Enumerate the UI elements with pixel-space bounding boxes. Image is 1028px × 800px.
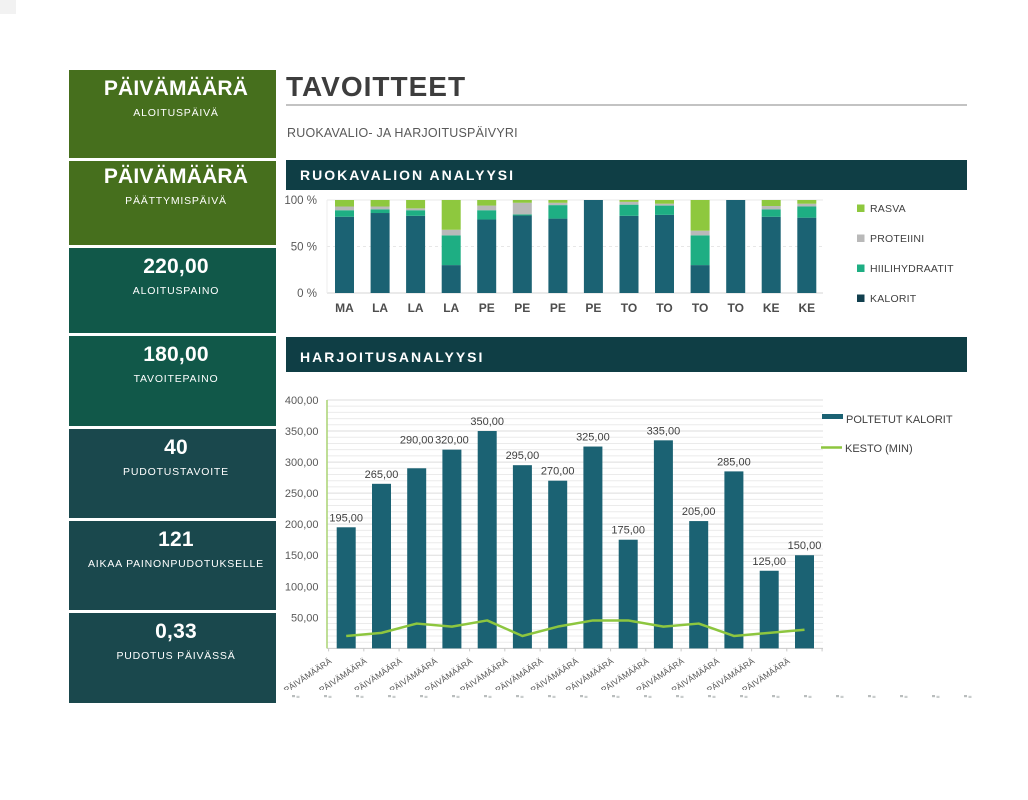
svg-text:0 %: 0 % (297, 288, 317, 300)
svg-text:350,00: 350,00 (285, 426, 319, 438)
svg-text:150,00: 150,00 (788, 540, 822, 552)
svg-text:200,00: 200,00 (285, 519, 319, 531)
svg-text:350,00: 350,00 (470, 416, 504, 428)
svg-text:KE: KE (798, 301, 815, 315)
svg-text:LA: LA (372, 301, 388, 315)
svg-text:265,00: 265,00 (365, 469, 399, 481)
svg-text:150,00: 150,00 (285, 550, 319, 562)
svg-text:295,00: 295,00 (506, 450, 540, 462)
svg-text:TO: TO (727, 301, 743, 315)
svg-text:50 %: 50 % (291, 242, 317, 254)
svg-text:300,00: 300,00 (285, 457, 319, 469)
svg-text:PE: PE (585, 301, 601, 315)
svg-text:100 %: 100 % (284, 195, 317, 207)
svg-text:KALORIT: KALORIT (870, 293, 917, 305)
svg-text:100,00: 100,00 (285, 581, 319, 593)
svg-text:PE: PE (550, 301, 566, 315)
svg-text:TO: TO (656, 301, 672, 315)
svg-text:125,00: 125,00 (752, 556, 786, 568)
svg-text:POLTETUT KALORIT: POLTETUT KALORIT (846, 414, 953, 426)
svg-text:PE: PE (514, 301, 530, 315)
svg-text:TO: TO (692, 301, 708, 315)
svg-text:PE: PE (479, 301, 495, 315)
svg-text:400,00: 400,00 (285, 395, 319, 407)
svg-text:175,00: 175,00 (611, 525, 645, 537)
svg-text:HIILIHYDRAATIT: HIILIHYDRAATIT (870, 263, 954, 275)
svg-text:PROTEIINI: PROTEIINI (870, 233, 924, 245)
svg-text:285,00: 285,00 (717, 456, 751, 468)
svg-text:325,00: 325,00 (576, 432, 610, 444)
svg-text:KE: KE (763, 301, 780, 315)
svg-text:205,00: 205,00 (682, 506, 716, 518)
svg-text:KESTO (MIN): KESTO (MIN) (845, 443, 913, 455)
svg-text:320,00: 320,00 (435, 435, 469, 447)
svg-text:RASVA: RASVA (870, 203, 906, 215)
svg-text:290,00: 290,00 (400, 435, 434, 447)
svg-text:50,00: 50,00 (291, 612, 319, 624)
svg-text:TO: TO (621, 301, 637, 315)
svg-text:LA: LA (408, 301, 424, 315)
svg-text:270,00: 270,00 (541, 466, 575, 478)
svg-text:250,00: 250,00 (285, 488, 319, 500)
svg-text:MA: MA (335, 301, 354, 315)
svg-text:335,00: 335,00 (647, 425, 681, 437)
svg-text:LA: LA (443, 301, 459, 315)
svg-text:195,00: 195,00 (329, 512, 363, 524)
